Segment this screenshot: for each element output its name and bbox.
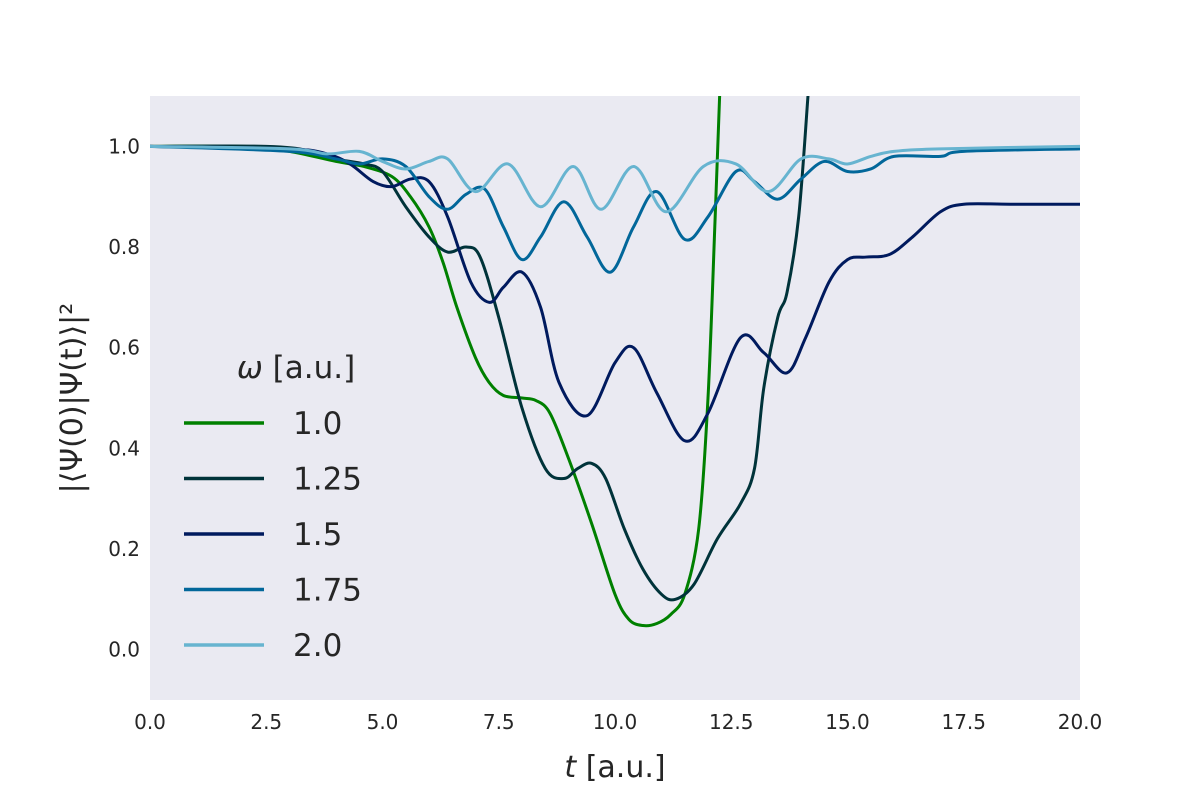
x-axis-variable: t [564,750,577,785]
legend-entry-label: 1.0 [293,406,342,442]
x-axis-label: t [a.u.] [564,750,665,785]
legend-entry-label: 1.75 [293,573,362,609]
series-line-2-0 [150,144,1080,214]
legend: ω [a.u.] 1.0 1.25 1.5 1.75 2.0 [184,350,362,664]
y-tick-label: 0.6 [108,336,140,360]
series-line-1-25 [150,96,810,602]
legend-title-variable: ω [237,350,263,386]
series-line-1-75 [150,144,1080,274]
legend-entry-label: 2.0 [293,628,342,664]
x-tick-label: 20.0 [1058,710,1103,734]
x-tick-label: 15.0 [825,710,870,734]
x-tick-label: 7.5 [483,710,515,734]
y-tick-label: 0.0 [108,638,140,662]
y-tick-label: 0.2 [108,537,140,561]
x-tick-labels: 0.0 2.5 5.0 7.5 10.0 12.5 15.0 17.5 20.0 [134,710,1102,734]
y-tick-labels: 0.0 0.2 0.4 0.6 0.8 1.0 [108,134,140,661]
legend-entry-label: 1.25 [293,462,362,498]
x-tick-label: 17.5 [941,710,986,734]
legend-title-unit: [a.u.] [263,350,355,386]
series-layer [150,96,1080,628]
legend-title: ω [a.u.] [237,350,355,386]
y-tick-label: 0.4 [108,436,140,460]
y-tick-label: 1.0 [108,134,140,158]
plot-area [150,96,1080,700]
x-tick-label: 12.5 [709,710,754,734]
x-tick-label: 5.0 [367,710,399,734]
y-axis-label: |⟨Ψ(0)|Ψ(t)⟩|² [55,303,90,494]
series-line-1-5 [150,144,1080,443]
x-tick-label: 0.0 [134,710,166,734]
x-axis-unit: [a.u.] [576,750,665,785]
x-tick-label: 10.0 [593,710,638,734]
x-tick-label: 2.5 [250,710,282,734]
y-tick-label: 0.8 [108,235,140,259]
legend-entry-label: 1.5 [293,517,342,553]
